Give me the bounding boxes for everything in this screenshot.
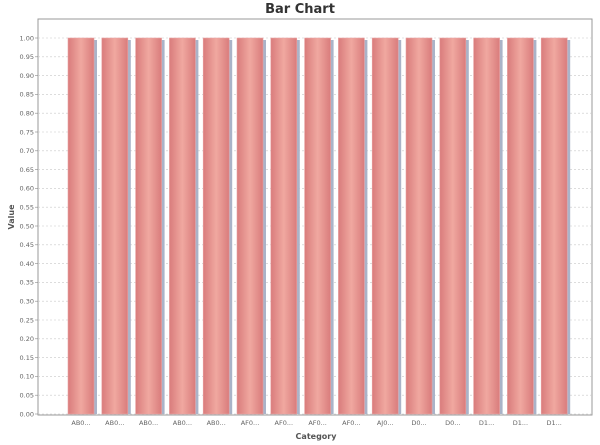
x-tick-label: AB0... [105,419,124,427]
y-axis-label: Value [7,204,16,230]
y-tick-label: 0.95 [20,53,34,61]
bars [67,37,571,415]
bar [101,37,129,415]
bar [507,37,534,415]
y-tick-label: 0.35 [20,279,34,287]
bar [540,37,568,415]
y-tick-label: 0.05 [20,392,34,400]
bar [236,37,264,415]
y-tick-label: 0.65 [20,166,34,174]
x-tick-label: AF0... [275,419,294,427]
y-tick-label: 0.60 [20,185,34,193]
y-tick-label: 0.55 [20,204,34,212]
y-tick-label: 0.85 [20,91,34,99]
bar [405,37,433,415]
x-tick-label: AB0... [207,419,226,427]
y-tick-label: 1.00 [20,34,34,42]
bar [473,37,500,415]
bar [169,37,196,415]
bar [270,37,298,415]
y-tick-label: 0.70 [20,147,34,155]
x-tick-label: AF0... [241,419,260,427]
x-tick-label: D1... [479,419,494,427]
y-tick-label: 0.00 [20,410,34,418]
bar [304,37,331,415]
y-tick-label: 0.50 [20,222,34,230]
y-tick-label: 0.25 [20,316,34,324]
x-tick-label: AF0... [308,419,327,427]
x-tick-label: D1... [547,419,562,427]
x-tick-label: D0... [411,419,426,427]
y-tick-label: 0.80 [20,110,34,118]
y-tick-label: 0.90 [20,72,34,80]
y-tick-label: 0.45 [20,241,34,249]
x-tick-label: AJ0... [377,419,394,427]
x-tick-label: AF0... [342,419,361,427]
y-tick-label: 0.10 [20,373,34,381]
x-tick-label: D0... [445,419,460,427]
bar [67,37,95,415]
y-axis-ticks: 0.00 0.05 0.10 0.15 0.20 0.25 0.30 0.35 0.40 0.45… [20,34,38,418]
chart-title: Bar Chart [265,2,335,17]
x-tick-label: D1... [513,419,528,427]
x-tick-label: AB0... [173,419,192,427]
y-tick-label: 0.15 [20,354,34,362]
y-tick-label: 0.75 [20,128,34,136]
y-tick-label: 0.40 [20,260,34,268]
x-axis-ticks: AB0... AB0... AB0... AB0... AB0... AF0... AF0.… [71,419,561,427]
x-tick-label: AB0... [71,419,90,427]
y-tick-label: 0.30 [20,298,34,306]
bar [439,37,467,415]
y-tick-label: 0.20 [20,335,34,343]
bar [135,37,162,415]
bar [338,37,365,415]
x-tick-label: AB0... [139,419,158,427]
bar [202,37,230,415]
bar [371,37,399,415]
x-axis-label: Category [296,432,338,441]
